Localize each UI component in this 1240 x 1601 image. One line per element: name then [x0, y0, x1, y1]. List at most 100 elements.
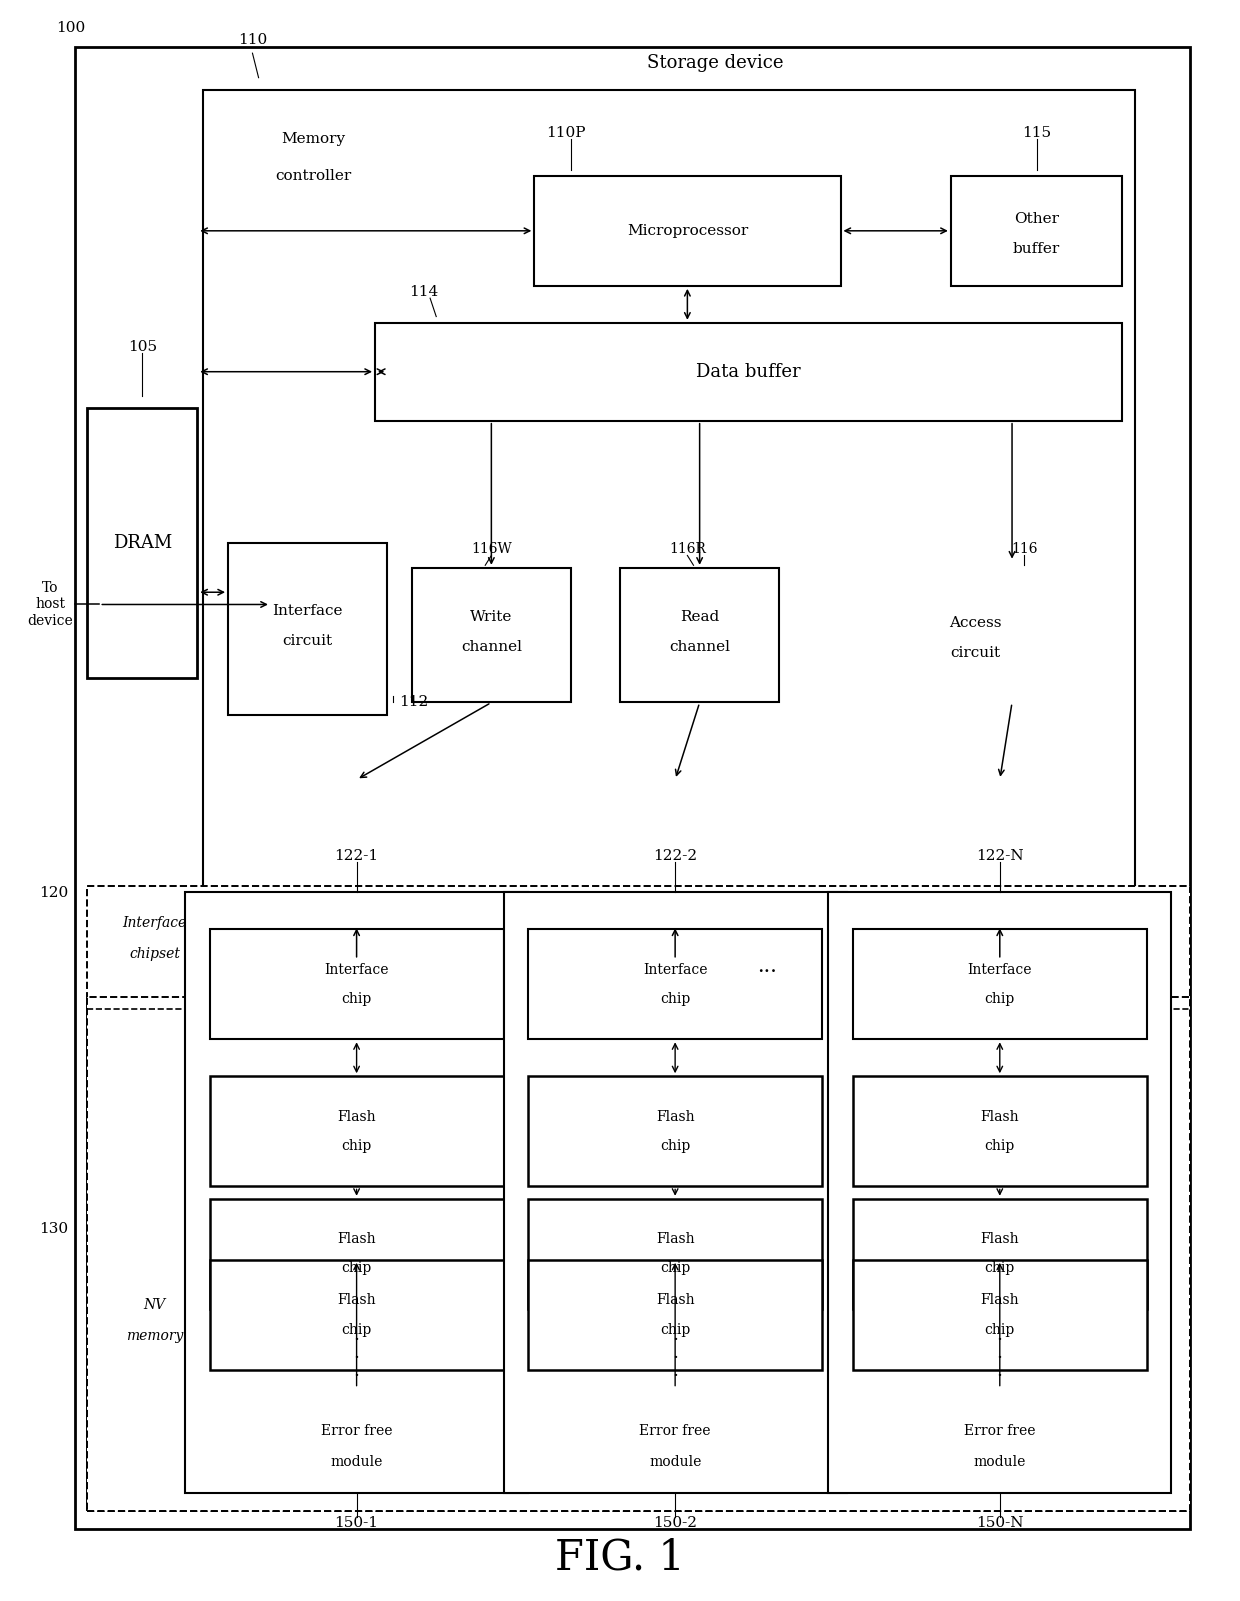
Bar [528, 1260, 822, 1370]
Bar [210, 1260, 503, 1370]
Text: module: module [973, 1455, 1025, 1470]
Text: 130: 130 [40, 1222, 68, 1236]
Text: chip: chip [341, 993, 372, 1005]
Bar [87, 887, 1189, 1511]
Text: Storage device: Storage device [647, 53, 784, 72]
Text: 116W: 116W [471, 543, 512, 557]
Text: chip: chip [660, 1322, 691, 1337]
Bar [528, 929, 822, 1039]
Bar [853, 929, 1147, 1039]
Text: Interface: Interface [123, 916, 186, 930]
Text: 150-1: 150-1 [335, 1516, 378, 1531]
Bar [203, 90, 1135, 959]
Text: Interface: Interface [642, 962, 707, 977]
Text: chipset: chipset [129, 946, 180, 961]
Text: 114: 114 [409, 285, 439, 299]
Text: Flash: Flash [981, 1233, 1019, 1246]
Text: Data buffer: Data buffer [697, 363, 801, 381]
Text: 150-2: 150-2 [653, 1516, 697, 1531]
Text: Read: Read [680, 610, 719, 624]
Text: Flash: Flash [337, 1109, 376, 1124]
Bar [528, 1199, 822, 1310]
Text: Microprocessor: Microprocessor [626, 224, 748, 239]
Text: channel: channel [461, 640, 522, 655]
Text: module: module [649, 1455, 702, 1470]
Text: buffer: buffer [1013, 242, 1060, 256]
Bar [87, 408, 197, 677]
Bar [853, 1076, 1147, 1186]
Text: ·: · [672, 1330, 678, 1348]
Text: NV: NV [144, 1298, 165, 1313]
Text: Interface: Interface [967, 962, 1032, 977]
Text: chip: chip [985, 993, 1014, 1005]
Text: ·: · [353, 1350, 360, 1367]
Bar [534, 176, 841, 287]
Text: 115: 115 [1022, 126, 1052, 139]
Text: 112: 112 [399, 695, 429, 709]
Text: Error free: Error free [321, 1425, 392, 1438]
Text: Flash: Flash [337, 1294, 376, 1308]
Text: 120: 120 [40, 887, 68, 900]
Text: FIG. 1: FIG. 1 [556, 1537, 684, 1579]
Text: 116R: 116R [668, 543, 706, 557]
Text: ·: · [997, 1350, 1003, 1367]
Text: channel: channel [670, 640, 730, 655]
Bar [210, 1199, 503, 1310]
Text: Write: Write [470, 610, 512, 624]
Text: controller: controller [275, 168, 352, 183]
Bar [374, 323, 1122, 421]
Text: Flash: Flash [981, 1109, 1019, 1124]
Text: 122-N: 122-N [976, 849, 1023, 863]
Text: Other: Other [1014, 211, 1059, 226]
Text: Error free: Error free [963, 1425, 1035, 1438]
Bar [828, 892, 1172, 1492]
Text: ·: · [672, 1367, 678, 1385]
Text: DRAM: DRAM [113, 535, 172, 552]
Text: module: module [330, 1455, 383, 1470]
Text: ·: · [997, 1367, 1003, 1385]
Text: 122-1: 122-1 [335, 849, 378, 863]
Text: Error free: Error free [640, 1425, 711, 1438]
Text: chip: chip [341, 1138, 372, 1153]
Text: 105: 105 [128, 339, 156, 354]
Text: circuit: circuit [283, 634, 332, 648]
Text: chip: chip [341, 1322, 372, 1337]
Text: To
host
device: To host device [27, 581, 73, 628]
Text: Flash: Flash [656, 1233, 694, 1246]
Text: chip: chip [985, 1262, 1014, 1276]
Text: ·: · [353, 1330, 360, 1348]
Text: Flash: Flash [656, 1294, 694, 1308]
Text: Memory: Memory [281, 131, 346, 146]
Bar [210, 929, 503, 1039]
Text: Flash: Flash [656, 1109, 694, 1124]
Text: chip: chip [985, 1322, 1014, 1337]
Text: Flash: Flash [981, 1294, 1019, 1308]
Text: chip: chip [660, 1138, 691, 1153]
Text: 116: 116 [1011, 543, 1038, 557]
Text: 110P: 110P [547, 126, 587, 139]
Bar [951, 176, 1122, 287]
Text: Interface: Interface [273, 604, 342, 618]
Text: circuit: circuit [950, 647, 1001, 661]
Bar [87, 996, 1189, 1511]
Bar [412, 568, 570, 703]
Text: ·: · [353, 1367, 360, 1385]
Bar [185, 892, 528, 1492]
Bar [503, 892, 847, 1492]
Text: Access: Access [949, 616, 1002, 629]
Bar [228, 543, 387, 714]
Bar [210, 1076, 503, 1186]
Text: Flash: Flash [337, 1233, 376, 1246]
Text: chip: chip [660, 1262, 691, 1276]
Text: chip: chip [341, 1262, 372, 1276]
Text: memory: memory [125, 1329, 184, 1343]
Text: ·: · [672, 1350, 678, 1367]
Text: 100: 100 [57, 21, 86, 35]
Bar [620, 568, 779, 703]
Text: chip: chip [985, 1138, 1014, 1153]
Text: chip: chip [660, 993, 691, 1005]
Text: 122-2: 122-2 [653, 849, 697, 863]
Text: ·: · [997, 1330, 1003, 1348]
Text: 150-N: 150-N [976, 1516, 1023, 1531]
Bar [853, 1199, 1147, 1310]
